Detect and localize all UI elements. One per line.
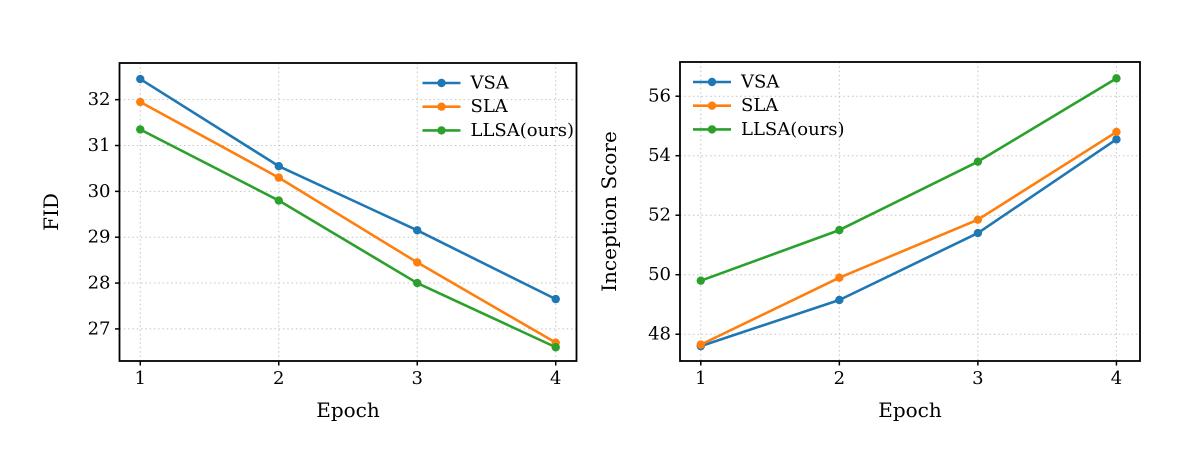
y-tick-label: 56: [648, 86, 671, 107]
data-point-marker: [696, 276, 705, 285]
x-tick-label: 2: [834, 368, 845, 389]
legend-label: LLSA(ours): [471, 120, 575, 141]
data-point-marker: [551, 294, 560, 304]
data-point-marker: [413, 258, 422, 267]
legend-label: VSA: [740, 72, 780, 93]
x-tick-label: 1: [135, 368, 146, 389]
data-point-marker: [413, 278, 422, 288]
inception-score-chart: 1 2 3 4 48 50 52 54 56 Epoch Inception Score VSASLA…: [600, 61, 1141, 422]
data-point-marker: [136, 125, 145, 134]
series-llsa-ours-: [136, 125, 560, 352]
legend-marker: [707, 125, 717, 134]
axis-ticks: 1 2 3 4 27 28 29 30 31 32: [88, 89, 562, 389]
x-tick-label: 2: [273, 368, 284, 389]
series-llsa-ours-: [696, 74, 1121, 285]
plot-border: [118, 62, 578, 362]
data-point-marker: [1112, 135, 1121, 144]
data-point-marker: [274, 196, 283, 205]
x-tick-label: 3: [412, 368, 423, 389]
data-point-marker: [1112, 127, 1121, 137]
series-line: [699, 77, 1118, 282]
y-tick-label: 30: [88, 181, 111, 202]
x-axis-label: Epoch: [316, 398, 380, 422]
data-point-marker: [973, 215, 983, 224]
series-line: [138, 77, 558, 301]
legend-label: SLA: [471, 96, 509, 117]
x-tick-label: 3: [972, 368, 983, 389]
x-tick-label: 4: [550, 368, 561, 389]
legend-label: VSA: [470, 73, 510, 94]
plot-border: [679, 61, 1141, 362]
series-vsa: [696, 135, 1121, 351]
data-point-marker: [274, 161, 283, 171]
data-point-marker: [835, 295, 844, 305]
data-point-marker: [973, 157, 983, 166]
legend-marker: [437, 126, 446, 135]
y-tick-label: 48: [648, 324, 671, 345]
series-sla: [696, 127, 1121, 349]
x-tick-label: 4: [1111, 368, 1122, 389]
axis-ticks: 1 2 3 4 48 50 52 54 56: [648, 86, 1122, 389]
y-tick-label: 27: [88, 318, 111, 339]
legend-label: SLA: [741, 95, 779, 116]
data-point-marker: [696, 340, 705, 349]
y-axis-label: FID: [39, 193, 63, 231]
series-line: [138, 128, 558, 349]
data-point-marker: [973, 228, 983, 238]
y-tick-label: 50: [648, 264, 671, 285]
data-point-marker: [835, 273, 844, 282]
y-tick-label: 32: [88, 89, 111, 110]
legend-marker: [437, 78, 446, 88]
y-axis-label: Inception Score: [600, 131, 621, 292]
data-point-marker: [1112, 74, 1121, 83]
data-point-marker: [136, 97, 145, 107]
data-point-marker: [835, 225, 844, 235]
legend-marker: [707, 101, 717, 110]
series-line: [699, 130, 1118, 346]
x-axis-label: Epoch: [878, 398, 942, 422]
y-tick-label: 29: [88, 227, 111, 248]
y-tick-label: 54: [648, 145, 671, 166]
data-point-marker: [136, 74, 145, 84]
legend-marker: [437, 102, 446, 111]
y-tick-label: 28: [88, 273, 111, 294]
data-point-marker: [551, 343, 560, 352]
data-point-marker: [413, 226, 422, 235]
series-line: [699, 138, 1118, 348]
gridlines: [680, 62, 1140, 361]
series-line: [138, 100, 558, 344]
legend-marker: [707, 77, 717, 87]
legend-label: LLSA(ours): [741, 119, 845, 140]
series-vsa: [136, 74, 560, 304]
data-point-marker: [274, 173, 283, 182]
gridlines: [119, 63, 577, 361]
x-tick-label: 1: [695, 368, 706, 389]
y-tick-label: 52: [648, 205, 671, 226]
series-sla: [136, 97, 560, 347]
y-tick-label: 31: [88, 135, 111, 156]
